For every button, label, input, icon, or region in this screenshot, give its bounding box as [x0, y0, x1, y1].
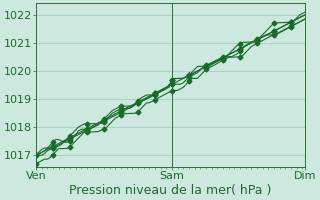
X-axis label: Pression niveau de la mer( hPa ): Pression niveau de la mer( hPa ) — [69, 184, 272, 197]
